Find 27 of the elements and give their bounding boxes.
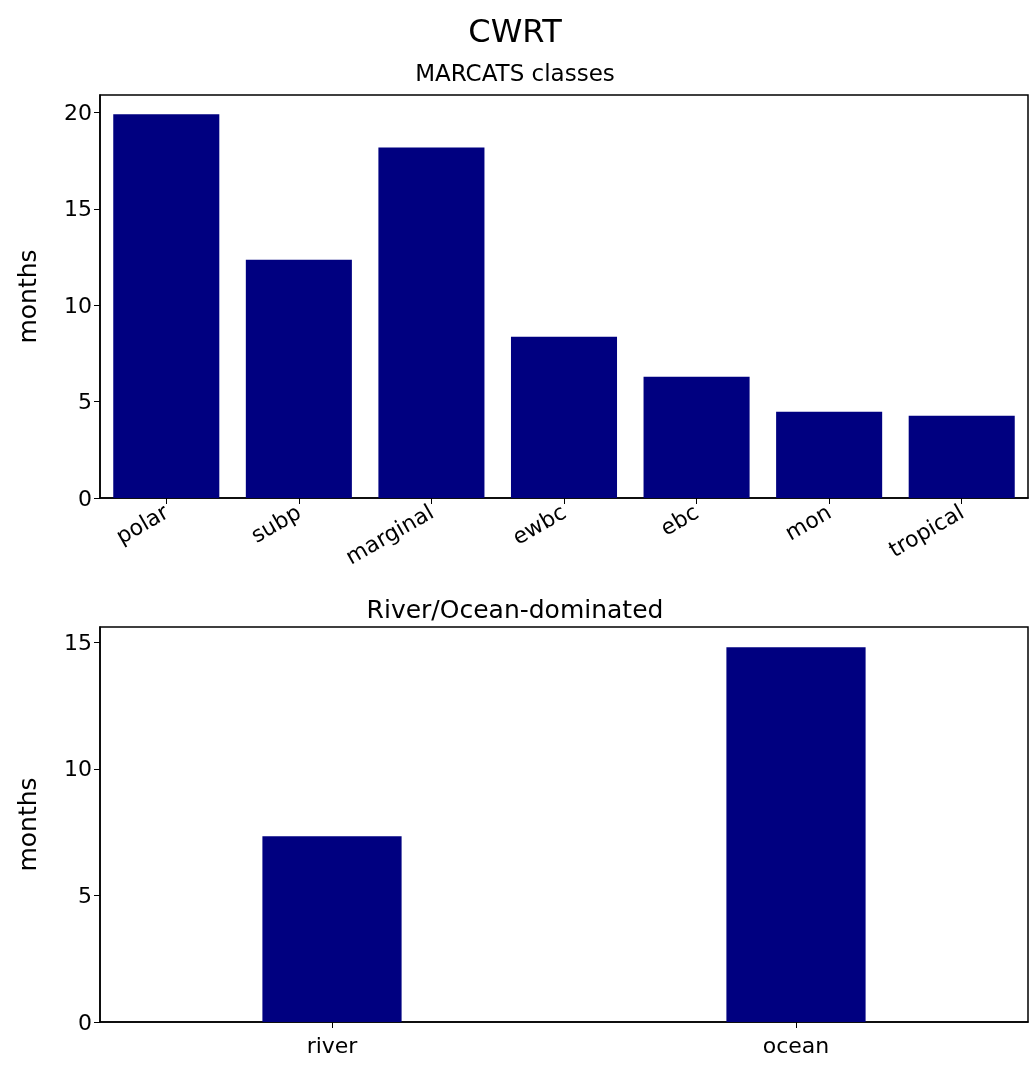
x-tick-label: ewbc: [507, 499, 571, 550]
y-tick-label: 10: [64, 292, 92, 318]
chart-title: CWRT: [468, 12, 563, 50]
y-tick-label: 5: [78, 882, 92, 908]
bar: [510, 336, 618, 498]
chart-subtitle: MARCATS classes: [415, 59, 615, 86]
bar: [908, 415, 1015, 498]
y-tick-label: 10: [64, 756, 92, 782]
x-tick-label: mon: [780, 499, 836, 546]
y-tick-label: 5: [78, 389, 92, 415]
x-tick-label: subp: [246, 499, 306, 548]
x-tick-label: ebc: [656, 499, 703, 541]
y-tick-label: 15: [64, 629, 92, 655]
y-axis-title: months: [13, 249, 42, 344]
y-tick-label: 15: [64, 196, 92, 222]
x-tick-label: ocean: [762, 1032, 830, 1058]
y-tick-label: 20: [64, 99, 92, 125]
bar: [643, 376, 750, 498]
bar: [245, 259, 352, 498]
y-tick-label: 0: [78, 1009, 92, 1035]
bar: [378, 147, 485, 498]
y-axis-title: months: [13, 777, 42, 872]
x-tick-label: river: [306, 1032, 359, 1058]
chart-title: River/Ocean-dominated: [366, 595, 664, 624]
bar: [776, 411, 883, 498]
y-tick-label: 0: [78, 485, 92, 511]
bar: [113, 114, 220, 498]
